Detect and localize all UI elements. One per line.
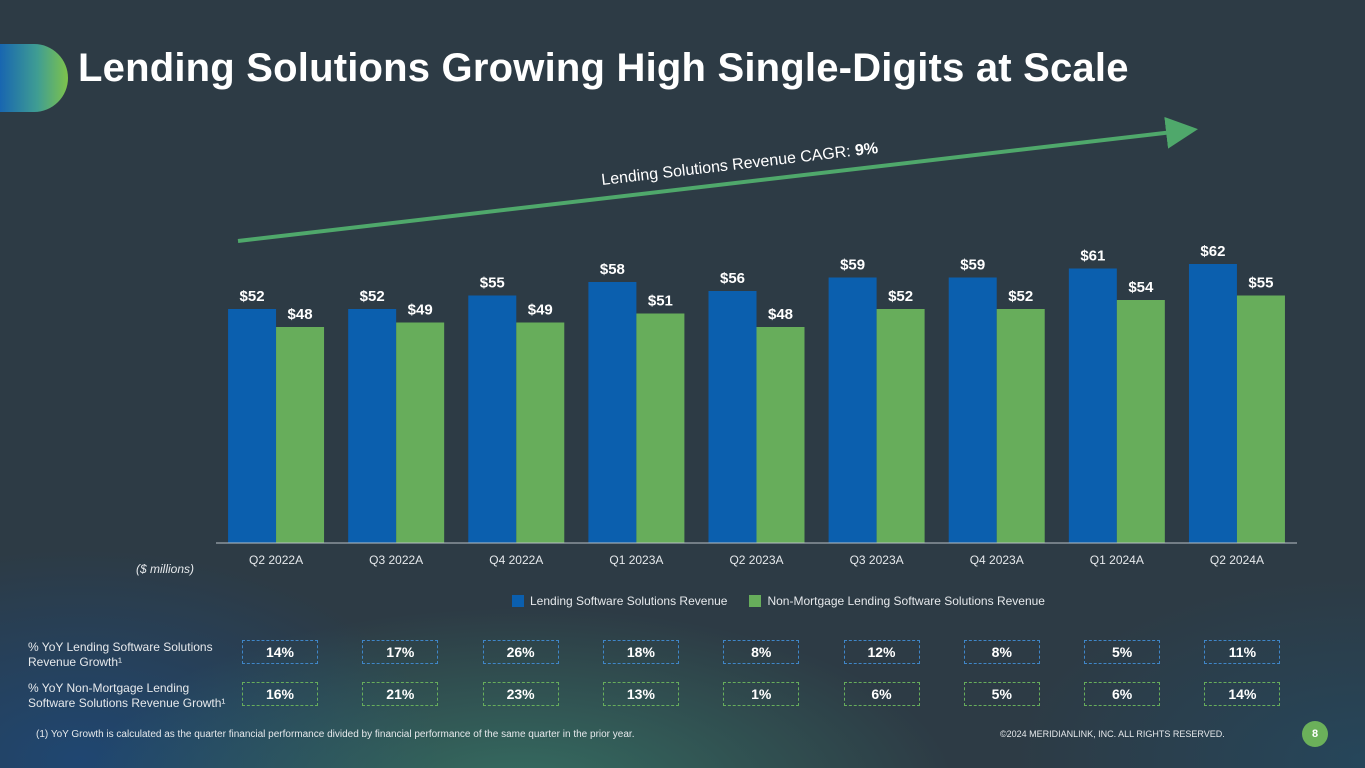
lending-growth-q2-2022a: 14% <box>242 640 318 664</box>
cagr-annotation: Lending Solutions Revenue CAGR: 9% <box>237 116 1198 243</box>
legend-item-lending: Lending Software Solutions Revenue <box>512 594 727 608</box>
x-tick-label-q2-2022a: Q2 2022A <box>249 553 303 567</box>
lending-bar-q2-2024a <box>1188 264 1237 543</box>
legend-label-lending: Lending Software Solutions Revenue <box>530 594 728 608</box>
non-mortgage-bar-q4-2023a <box>996 309 1045 543</box>
lending-value-label-q2-2022a: $52 <box>240 288 265 305</box>
x-tick-label-q3-2022a: Q3 2022A <box>369 553 423 567</box>
growth-row-label-lending: % YoY Lending Software Solutions Revenue… <box>28 640 213 669</box>
lending-value-label-q2-2024a: $62 <box>1200 243 1225 260</box>
lending-value-label-q3-2022a: $52 <box>360 288 385 305</box>
non-mortgage-growth-q3-2022a: 21% <box>362 682 439 706</box>
x-tick-label-q4-2023a: Q4 2023A <box>970 553 1024 567</box>
lending-value-label-q2-2023a: $56 <box>720 270 745 287</box>
page-number: 8 <box>1302 721 1328 747</box>
lending-growth-q2-2023a: 8% <box>723 640 800 664</box>
legend-swatch-non-mortgage <box>749 595 762 607</box>
lending-growth-q4-2023a: 8% <box>963 640 1040 664</box>
non-mortgage-growth-q2-2024a: 14% <box>1204 682 1281 706</box>
non-mortgage-growth-q3-2023a: 6% <box>843 682 920 706</box>
non-mortgage-value-label-q2-2024a: $55 <box>1248 275 1273 292</box>
cagr-value: 9% <box>854 140 879 160</box>
growth-row-label-non-mortgage: % YoY Non-Mortgage Lending Software Solu… <box>28 681 226 710</box>
lending-value-label-q3-2023a: $59 <box>840 257 865 274</box>
cagr-arrow <box>237 116 1198 243</box>
non-mortgage-growth-q4-2022a: 23% <box>482 682 559 706</box>
lending-bar-q3-2022a <box>348 309 397 543</box>
lending-bar-q1-2023a <box>588 282 637 543</box>
lending-value-label-q1-2024a: $61 <box>1080 248 1105 265</box>
lending-value-label-q4-2023a: $59 <box>960 257 985 274</box>
lending-value-label-q1-2023a: $58 <box>600 261 625 278</box>
title-accent-tab <box>0 44 68 112</box>
non-mortgage-bar-q2-2023a <box>756 327 805 543</box>
non-mortgage-bar-q1-2023a <box>636 313 685 543</box>
lending-value-label-q4-2022a: $55 <box>480 275 505 292</box>
non-mortgage-growth-q1-2023a: 13% <box>602 682 679 706</box>
non-mortgage-value-label-q2-2023a: $48 <box>768 306 793 323</box>
lending-bar-q2-2022a <box>228 309 277 543</box>
non-mortgage-value-label-q2-2022a: $48 <box>288 306 313 323</box>
non-mortgage-bar-q3-2023a <box>876 309 925 543</box>
revenue-bar-chart: $52 $48 $52 $49 $55 $49 $58 $51 $56 $48 $59 $52 $59 $… <box>216 116 1297 567</box>
x-tick-label-q3-2023a: Q3 2023A <box>850 553 904 567</box>
lending-bar-q2-2023a <box>708 291 757 543</box>
x-tick-label-q4-2022a: Q4 2022A <box>489 553 543 567</box>
non-mortgage-value-label-q4-2022a: $49 <box>528 302 553 319</box>
x-tick-label-q1-2024a: Q1 2024A <box>1090 553 1144 567</box>
x-tick-label-q1-2023a: Q1 2023A <box>609 553 663 567</box>
lending-bar-q3-2023a <box>828 277 877 543</box>
non-mortgage-value-label-q1-2023a: $51 <box>648 293 673 310</box>
copyright: ©2024 MERIDIANLINK, INC. ALL RIGHTS RESE… <box>1000 729 1225 739</box>
legend-swatch-lending <box>512 595 524 607</box>
lending-bar-q4-2023a <box>948 277 997 543</box>
lending-growth-q3-2023a: 12% <box>843 640 920 664</box>
legend-item-non-mortgage: Non-Mortgage Lending Software Solutions … <box>749 594 1045 608</box>
lending-growth-q4-2022a: 26% <box>482 640 559 664</box>
lending-growth-q1-2023a: 18% <box>602 640 679 664</box>
lending-growth-q2-2024a: 11% <box>1204 640 1281 664</box>
non-mortgage-bar-q3-2022a <box>396 322 445 543</box>
lending-bar-q1-2024a <box>1068 268 1117 543</box>
footnote: (1) YoY Growth is calculated as the quar… <box>36 729 635 740</box>
lending-growth-q3-2022a: 17% <box>362 640 439 664</box>
non-mortgage-growth-q4-2023a: 5% <box>963 682 1040 706</box>
non-mortgage-bar-q2-2022a <box>276 327 325 543</box>
lending-growth-q1-2024a: 5% <box>1084 640 1161 664</box>
units-label: ($ millions) <box>136 562 195 576</box>
bars-layer: $52 $48 $52 $49 $55 $49 $58 $51 $56 $48 $59 $52 $59 $… <box>228 243 1285 543</box>
x-tick-label-q2-2023a: Q2 2023A <box>729 553 783 567</box>
legend-label-non-mortgage: Non-Mortgage Lending Software Solutions … <box>767 594 1045 608</box>
non-mortgage-value-label-q3-2023a: $52 <box>888 288 913 305</box>
non-mortgage-bar-q1-2024a <box>1116 300 1165 543</box>
non-mortgage-value-label-q3-2022a: $49 <box>408 302 433 319</box>
x-tick-label-q2-2024a: Q2 2024A <box>1210 553 1264 567</box>
non-mortgage-value-label-q4-2023a: $52 <box>1008 288 1033 305</box>
non-mortgage-growth-q2-2022a: 16% <box>242 682 318 706</box>
chart-legend: Lending Software Solutions Revenue Non-M… <box>512 594 1045 608</box>
non-mortgage-bar-q4-2022a <box>516 322 565 543</box>
non-mortgage-bar-q2-2024a <box>1236 295 1285 543</box>
x-axis-ticks: Q2 2022A Q3 2022A Q4 2022A Q1 2023A Q2 2023A… <box>249 553 1264 567</box>
page-title: Lending Solutions Growing High Single-Di… <box>78 46 1129 90</box>
non-mortgage-growth-q1-2024a: 6% <box>1084 682 1161 706</box>
non-mortgage-growth-q2-2023a: 1% <box>723 682 800 706</box>
lending-bar-q4-2022a <box>468 295 517 543</box>
non-mortgage-value-label-q1-2024a: $54 <box>1128 279 1154 296</box>
